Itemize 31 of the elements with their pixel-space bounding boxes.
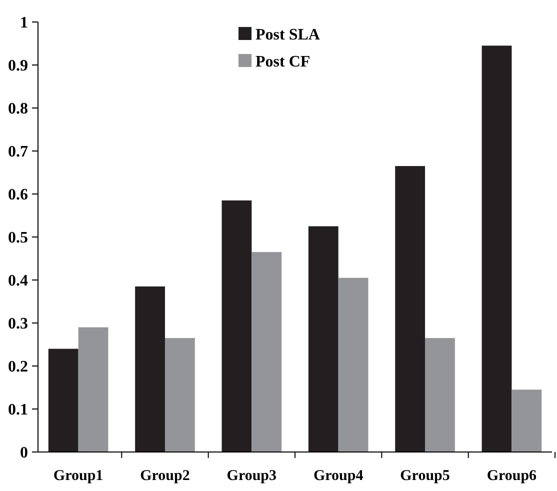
bar	[482, 46, 512, 452]
y-tick-label: 0.1	[8, 402, 28, 419]
bar	[308, 226, 338, 452]
y-tick-label: 0.8	[8, 100, 28, 118]
bar	[135, 286, 165, 452]
y-tick-label: 0.5	[8, 230, 28, 247]
x-tick-label: Group6	[486, 468, 538, 484]
bar	[164, 338, 195, 452]
bar	[425, 338, 455, 452]
y-tick-label: 0	[20, 444, 28, 462]
x-tick-label: Group3	[226, 468, 277, 484]
x-tick-label: Group2	[140, 468, 190, 484]
y-tick-label: 1	[20, 14, 28, 32]
bar	[48, 348, 78, 452]
y-tick-label: 0.2	[8, 358, 28, 376]
y-tick-label: 0.3	[8, 316, 28, 333]
x-tick-label: Group5	[400, 468, 450, 484]
legend-label: Post SLA	[256, 26, 320, 44]
x-tick-label: Group1	[53, 468, 104, 484]
x-tick-label: Group4	[313, 468, 364, 484]
y-tick-label: 0.7	[8, 144, 28, 161]
bar	[338, 278, 368, 452]
y-tick-label: 0.6	[8, 186, 28, 204]
legend-label: Post CF	[256, 54, 310, 71]
bar	[78, 327, 108, 452]
bar	[395, 166, 426, 452]
bar	[252, 252, 282, 452]
bar	[512, 390, 542, 452]
bar	[222, 200, 252, 452]
y-tick-label: 0.9	[8, 58, 28, 75]
y-tick-label: 0.4	[8, 272, 28, 290]
